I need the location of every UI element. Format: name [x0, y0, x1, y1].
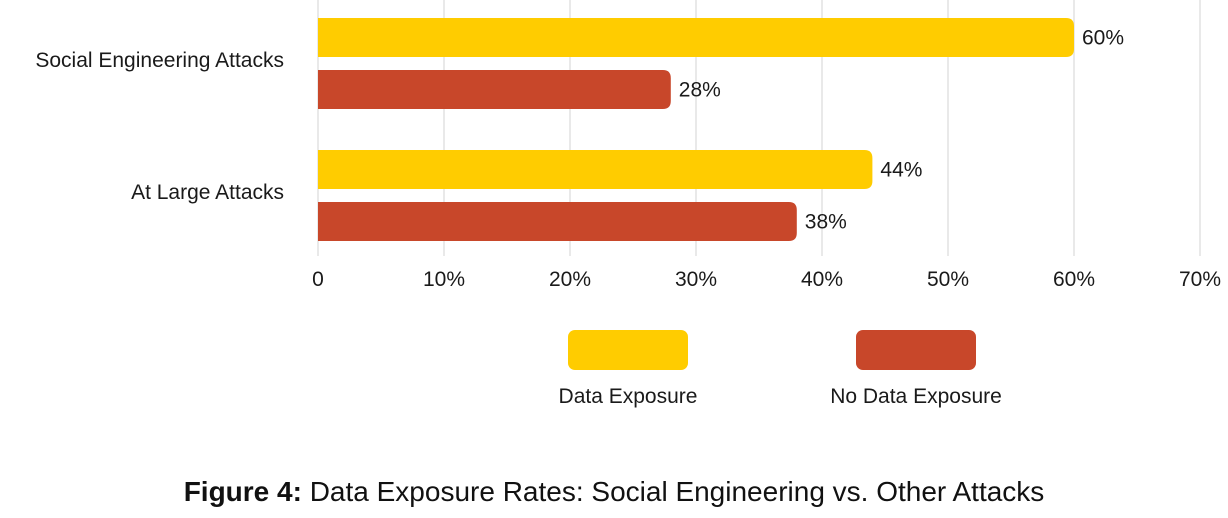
category-labels: Social Engineering Attacks At Large Attac… [35, 49, 284, 204]
x-tick-label: 10% [423, 268, 465, 291]
x-tick-label: 50% [927, 268, 969, 291]
legend-label: No Data Exposure [830, 385, 1002, 408]
value-labels: 60% 28% 44% 38% [679, 27, 1124, 234]
x-tick-label: 60% [1053, 268, 1095, 291]
bar-value-label: 60% [1082, 27, 1124, 50]
category-label: Social Engineering Attacks [35, 49, 284, 72]
x-tick-label: 30% [675, 268, 717, 291]
bars [318, 18, 1074, 241]
figure-caption: Figure 4: Data Exposure Rates: Social En… [0, 476, 1228, 508]
legend: Data Exposure No Data Exposure [559, 330, 1002, 408]
caption-prefix: Figure 4: [183, 476, 302, 507]
bar-no-data-exposure [318, 70, 671, 109]
x-axis-ticks: 0 10% 20% 30% 40% 50% 60% 70% [312, 268, 1221, 291]
x-tick-label: 70% [1179, 268, 1221, 291]
category-label: At Large Attacks [131, 181, 284, 204]
bar-data-exposure [318, 150, 873, 189]
caption-text: Data Exposure Rates: Social Engineering … [301, 476, 1045, 507]
bar-data-exposure [318, 18, 1074, 57]
legend-label: Data Exposure [559, 385, 698, 408]
legend-swatch [568, 330, 688, 370]
bar-value-label: 44% [880, 159, 922, 182]
x-tick-label: 40% [801, 268, 843, 291]
x-tick-label: 0 [312, 268, 324, 291]
x-tick-label: 20% [549, 268, 591, 291]
bar-no-data-exposure [318, 202, 797, 241]
bar-value-label: 28% [679, 79, 721, 102]
legend-swatch [856, 330, 976, 370]
bar-value-label: 38% [805, 211, 847, 234]
